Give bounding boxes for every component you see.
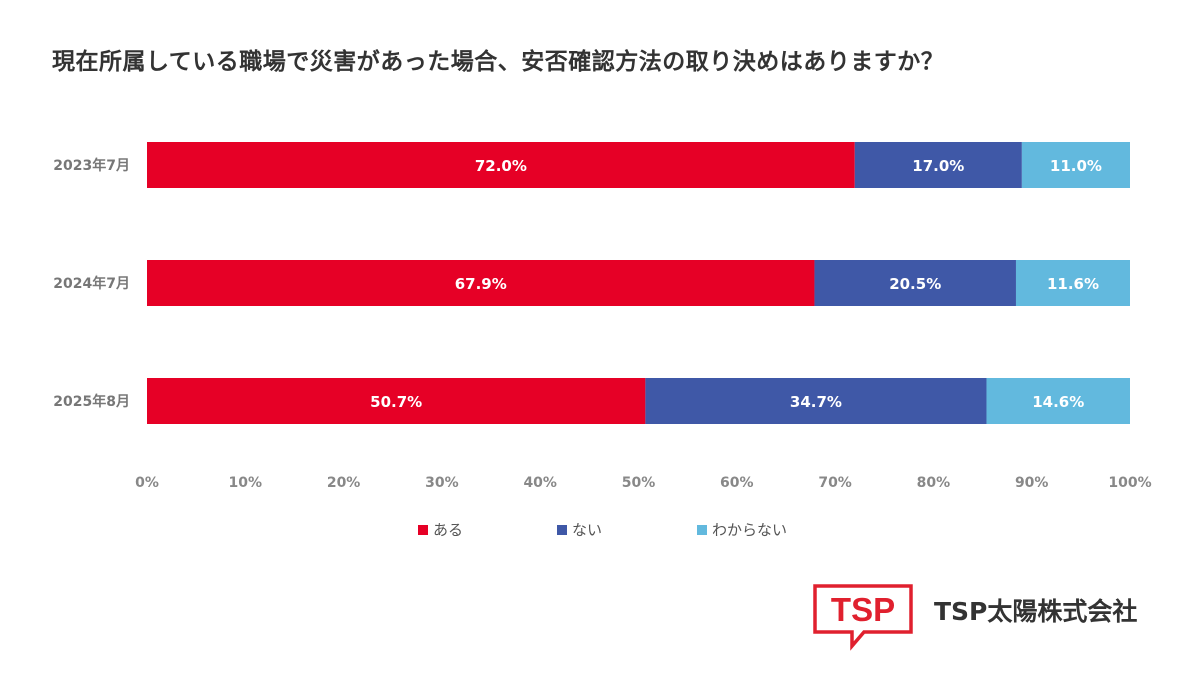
bar-segment (147, 378, 646, 424)
data-label: 72.0% (475, 157, 527, 175)
data-label: 14.6% (1032, 393, 1084, 411)
x-tick-label: 0% (135, 475, 159, 491)
company-name: TSP太陽株式会社 (934, 597, 1138, 626)
chart-title: 現在所属している職場で災害があった場合、安否確認方法の取り決めはありますか？ (52, 49, 945, 75)
legend-label: ない (572, 521, 602, 539)
x-tick-label: 100% (1108, 475, 1151, 491)
bar-segment (986, 378, 1130, 424)
data-label: 11.6% (1047, 275, 1099, 293)
x-tick-label: 60% (720, 475, 754, 491)
bar-segment (814, 260, 1016, 306)
legend-swatch (697, 525, 707, 535)
bar-segment (1021, 142, 1130, 188)
x-tick-label: 40% (523, 475, 557, 491)
category-label: 2025年8月 (53, 393, 130, 410)
bar-segment (854, 142, 1022, 188)
legend-swatch (418, 525, 428, 535)
data-label: 34.7% (790, 393, 842, 411)
x-tick-label: 80% (917, 475, 951, 491)
legend: ある ない わからない (418, 521, 787, 539)
tsp-logo: TSP (813, 584, 913, 651)
legend-label: ある (433, 521, 463, 539)
x-axis-ticks: 0% 10% 20% 30% 40% 50% 60% 70% 80% 90% 100% (135, 475, 1152, 491)
x-tick-label: 90% (1015, 475, 1049, 491)
data-label: 17.0% (912, 157, 964, 175)
data-label: 20.5% (889, 275, 941, 293)
bar-segment (147, 260, 815, 306)
logo-text: TSP (831, 591, 895, 628)
bar-segment (645, 378, 987, 424)
x-tick-label: 10% (229, 475, 263, 491)
x-tick-label: 20% (327, 475, 361, 491)
bar-segment (1015, 260, 1130, 306)
legend-swatch (557, 525, 567, 535)
x-tick-label: 70% (818, 475, 852, 491)
bars-layer: 72.0% 17.0% 11.0% 67.9% 20.5% 11.6% 50.7% 34.7%… (147, 142, 1130, 424)
category-labels: 2023年7月 2024年7月 2025年8月 (53, 157, 130, 410)
x-tick-label: 30% (425, 475, 459, 491)
bar-segment (147, 142, 855, 188)
category-label: 2023年7月 (53, 157, 130, 174)
data-label: 50.7% (370, 393, 422, 411)
data-label: 67.9% (455, 275, 507, 293)
data-label: 11.0% (1050, 157, 1102, 175)
category-label: 2024年7月 (53, 275, 130, 292)
x-tick-label: 50% (622, 475, 656, 491)
bar-chart: 72.0% 17.0% 11.0% 67.9% 20.5% 11.6% 50.7% 34.7%… (53, 142, 1152, 539)
legend-label: わからない (712, 521, 787, 539)
